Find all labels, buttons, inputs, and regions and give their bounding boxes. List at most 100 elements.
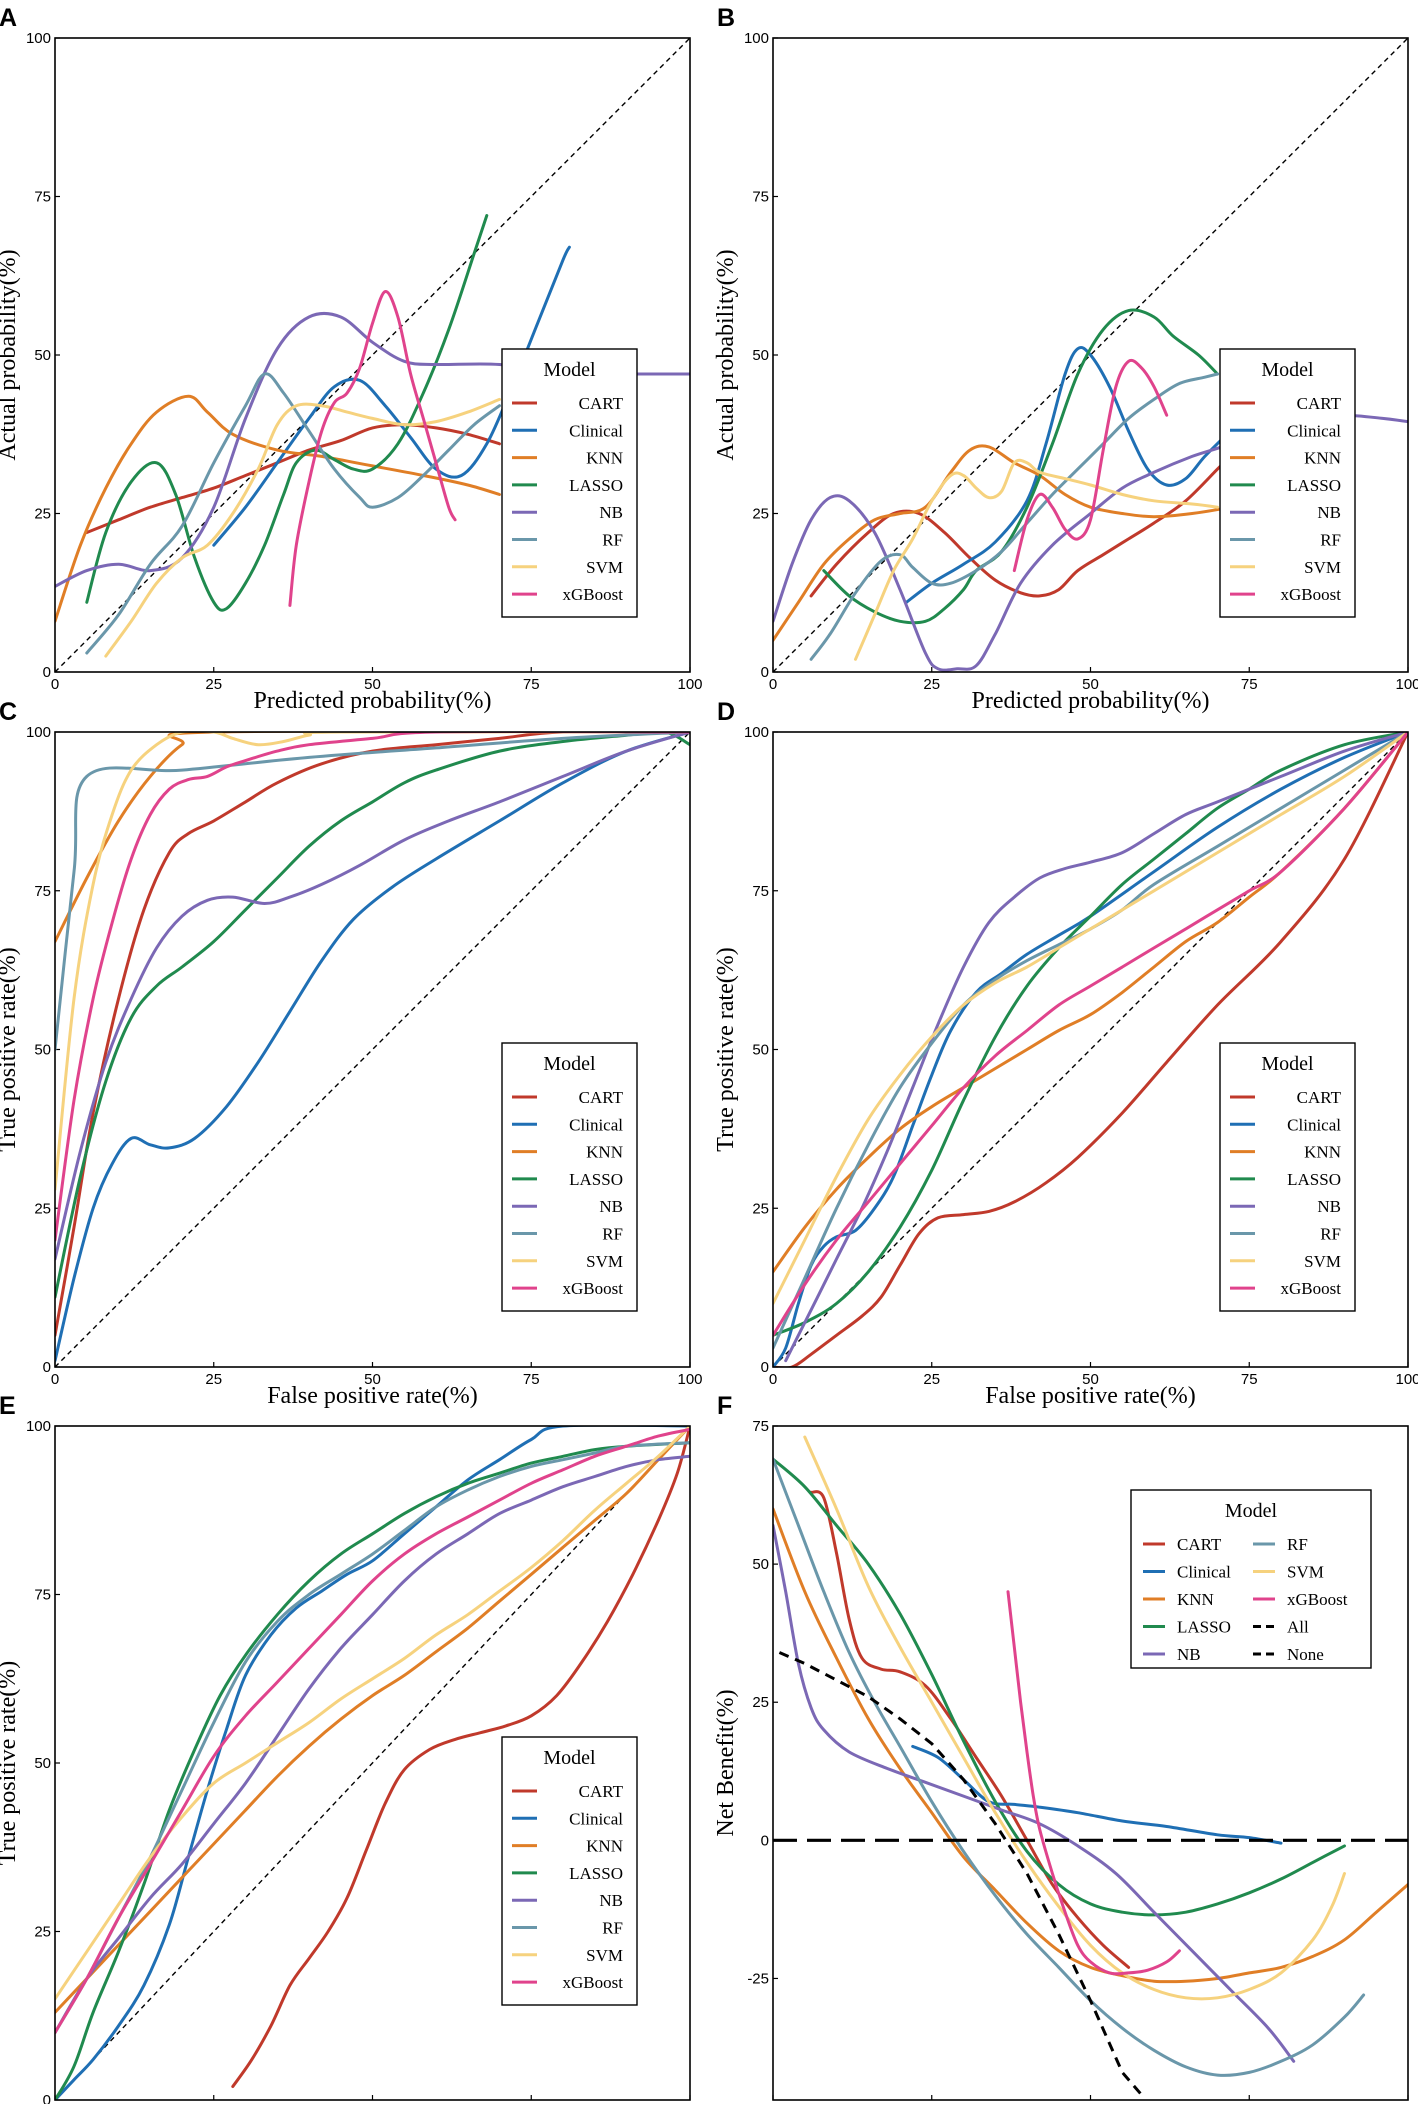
legend-label: LASSO	[569, 1864, 623, 1883]
x-tick-label: 50	[364, 1371, 381, 1388]
y-tick-label: 75	[34, 883, 51, 900]
x-tick-label: 75	[523, 676, 540, 693]
legend-label: RF	[1320, 531, 1341, 550]
y-axis-label: Actual probability(%)	[0, 249, 21, 460]
plot-frame	[772, 1425, 1409, 2101]
series-line-xgboost	[55, 1427, 690, 2035]
panel-e: E02550751000255075100False positive rate…	[0, 1392, 691, 2104]
series-group	[773, 732, 1408, 1367]
legend-label: xGBoost	[1287, 1590, 1348, 1609]
y-tick-label: 0	[761, 1832, 769, 1849]
panel-letter: A	[0, 4, 17, 32]
series-line-rf	[773, 1457, 1366, 2077]
x-tick-label: 25	[205, 1371, 222, 1388]
y-tick-label: 100	[26, 724, 51, 741]
y-axis-label: True positive rate(%)	[0, 1661, 21, 1865]
x-tick-label: 0	[769, 676, 777, 693]
legend-label: Clinical	[569, 1115, 623, 1134]
plot-frame	[54, 731, 691, 1368]
y-axis-label: True positive rate(%)	[713, 947, 739, 1151]
legend-label: RF	[602, 531, 623, 550]
legend-label: CART	[579, 1782, 624, 1801]
x-tick-label: 100	[1395, 1371, 1418, 1388]
legend-label: RF	[602, 1225, 623, 1244]
series-line-knn	[773, 444, 1258, 642]
legend-label: RF	[602, 1919, 623, 1938]
series-line-xgboost	[55, 732, 690, 1242]
legend-box	[1219, 1042, 1356, 1312]
legend-box	[501, 1042, 638, 1312]
legend-label: CART	[579, 1088, 624, 1107]
y-tick-label: 100	[26, 1418, 51, 1435]
x-tick-label: 0	[51, 1371, 59, 1388]
y-tick-label: 75	[752, 189, 769, 206]
series-line-knn	[773, 1507, 1408, 1984]
legend-label: LASSO	[1287, 1170, 1341, 1189]
series-group	[773, 1435, 1408, 2096]
x-tick-label: 25	[205, 676, 222, 693]
y-tick-label: 50	[34, 1755, 51, 1772]
series-line-cart	[231, 1426, 690, 2088]
y-tick-label: 100	[744, 724, 769, 741]
legend-label: CART	[1177, 1535, 1222, 1554]
x-tick-label: 75	[1241, 676, 1258, 693]
legend-label: KNN	[586, 449, 623, 468]
reference-diagonal	[54, 731, 691, 1368]
series-group	[55, 732, 690, 1363]
legend-box	[501, 348, 638, 618]
panel-d: D 0 25 50 75 100 0 25 50 75 100 False positive rate…	[713, 698, 1418, 1409]
x-tick-label: 75	[1241, 1371, 1258, 1388]
series-line-clinical	[55, 732, 690, 1363]
legend-label: NB	[599, 503, 623, 522]
panel-letter: C	[0, 698, 17, 726]
series-line-cart	[55, 732, 690, 1337]
legend-label: CART	[1297, 394, 1342, 413]
x-axis-label: False positive rate(%)	[267, 1383, 478, 1409]
legend-label: Clinical	[1287, 421, 1341, 440]
legend-label: All	[1287, 1618, 1309, 1637]
series-line-rf	[85, 372, 501, 655]
reference-diagonal	[54, 37, 691, 673]
legend: Model CART Clinical KNN LASSO NB RF SVM xGBoost	[501, 1736, 638, 2006]
legend-label: LASSO	[569, 476, 623, 495]
series-line-nb	[55, 732, 690, 1261]
y-tick-label: 25	[752, 1200, 769, 1217]
series-line-svm	[55, 1426, 690, 2001]
series-line-cart	[809, 454, 1232, 598]
legend-title: Model	[1261, 1053, 1314, 1075]
panel-b: B 0 25 50 75 100 0 25 50 75 100 Predicted probabili…	[713, 4, 1418, 714]
x-axis-label: False positive rate(%)	[985, 1383, 1196, 1409]
x-tick-label: 50	[1082, 676, 1099, 693]
series-line-xgboost	[773, 732, 1408, 1337]
reference-diagonal	[772, 731, 1409, 1368]
legend-label: NB	[1317, 1197, 1341, 1216]
series-line-nb	[773, 1523, 1296, 2063]
series-line-cart	[85, 423, 501, 534]
legend-label: KNN	[1304, 1143, 1341, 1162]
x-tick-label: 100	[1395, 676, 1418, 693]
y-tick-label: 25	[752, 506, 769, 523]
legend-label: LASSO	[1177, 1618, 1231, 1637]
y-tick-label: 75	[752, 1418, 769, 1435]
series-line-knn	[55, 1426, 690, 2014]
series-line-rf	[773, 732, 1408, 1350]
series-line-xgboost	[1006, 1590, 1181, 1976]
y-tick-label: -25	[747, 1970, 769, 1987]
legend-label: KNN	[1177, 1590, 1214, 1609]
series-line-all	[778, 1651, 1143, 2096]
series-line-svm	[854, 458, 1219, 661]
series-line-cart	[809, 1490, 1131, 1969]
y-tick-label: 100	[744, 30, 769, 47]
y-tick-label: 50	[752, 347, 769, 364]
series-line-clinical	[212, 245, 571, 547]
series-line-rf	[55, 732, 690, 1051]
series-line-svm	[104, 397, 501, 658]
series-line-clinical	[904, 345, 1232, 604]
legend: Model CART Clinical KNN LASSO NB RF SVM xGBoost	[1219, 1042, 1356, 1312]
legend: Model CART Clinical KNN LASSO NB RF SVM xGBoost	[501, 1042, 638, 1312]
legend-title: Model	[1225, 1500, 1278, 1522]
legend-label: NB	[1177, 1645, 1201, 1664]
plot-frame	[54, 1425, 691, 2101]
y-tick-label: 0	[43, 664, 51, 681]
